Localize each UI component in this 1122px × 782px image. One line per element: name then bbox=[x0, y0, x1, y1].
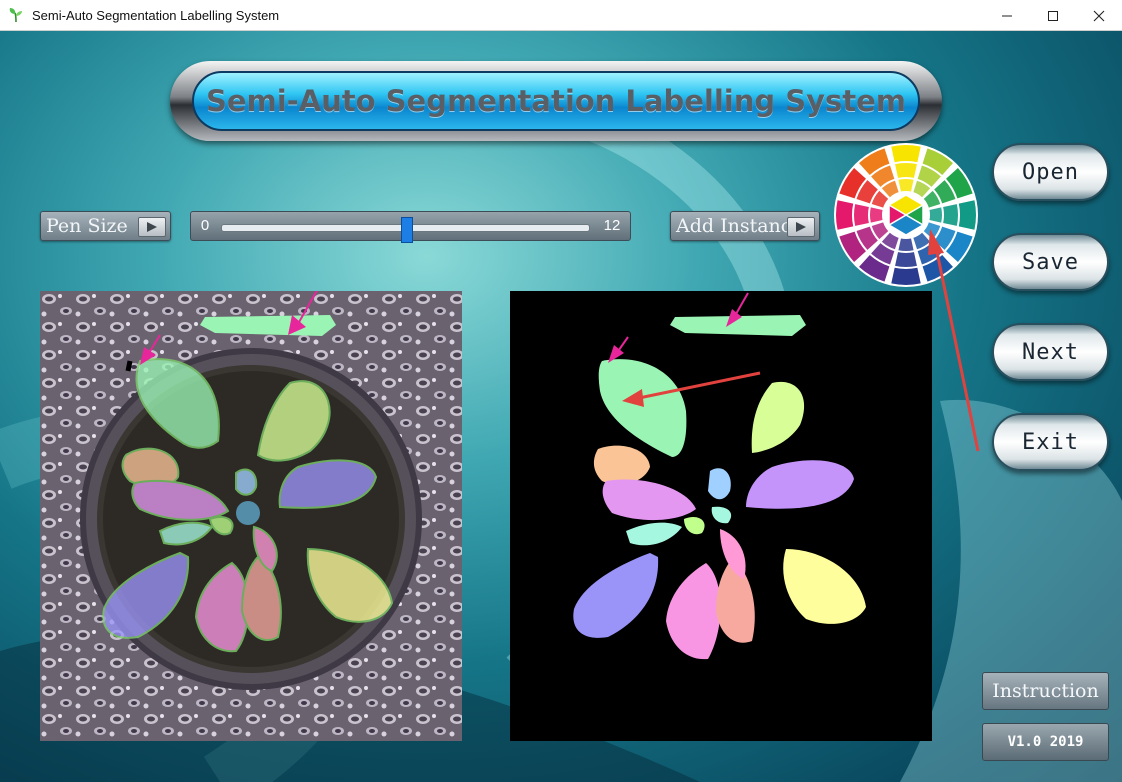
pen-size-label: Pen Size bbox=[46, 215, 128, 237]
exit-label: Exit bbox=[1022, 429, 1079, 455]
slider-track[interactable] bbox=[221, 217, 590, 243]
maximize-button[interactable] bbox=[1030, 0, 1076, 31]
plant-sprout-icon bbox=[9, 8, 22, 23]
window-titlebar: Semi-Auto Segmentation Labelling System bbox=[0, 0, 1122, 31]
play-triangle-icon bbox=[147, 222, 157, 232]
color-wheel-segment[interactable] bbox=[895, 252, 917, 267]
color-wheel-segment[interactable] bbox=[891, 267, 921, 285]
instruction-label: Instruction bbox=[992, 680, 1099, 702]
close-icon bbox=[1093, 10, 1105, 21]
color-wheel-segment[interactable] bbox=[871, 222, 889, 240]
close-button[interactable] bbox=[1076, 0, 1122, 31]
title-banner-inner: Semi-Auto Segmentation Labelling System bbox=[192, 71, 920, 131]
version-label: V1.0 2019 bbox=[1007, 734, 1084, 750]
save-button[interactable]: Save bbox=[992, 233, 1109, 291]
color-wheel-segment[interactable] bbox=[943, 204, 958, 226]
title-banner: Semi-Auto Segmentation Labelling System bbox=[170, 61, 942, 141]
add-instance-label: Add Instance bbox=[676, 215, 803, 237]
segmentation-mask[interactable] bbox=[510, 291, 932, 741]
color-wheel-segment[interactable] bbox=[913, 232, 931, 250]
instruction-button[interactable]: Instruction bbox=[982, 672, 1109, 710]
color-wheel-segment[interactable] bbox=[871, 243, 895, 265]
color-wheel-segment[interactable] bbox=[856, 226, 878, 250]
minimize-icon bbox=[1002, 15, 1012, 16]
color-wheel-segment[interactable] bbox=[859, 255, 890, 282]
color-wheel-segment[interactable] bbox=[836, 200, 854, 230]
color-wheel-segment[interactable] bbox=[854, 204, 869, 226]
color-wheel-segment[interactable] bbox=[898, 179, 914, 192]
save-label: Save bbox=[1022, 249, 1079, 275]
window-title: Semi-Auto Segmentation Labelling System bbox=[32, 7, 280, 23]
color-wheel-segment[interactable] bbox=[859, 148, 890, 175]
annotation-arrow-right-panel bbox=[608, 292, 761, 407]
color-wheel-segment[interactable] bbox=[929, 207, 942, 223]
main-window-body: Semi-Auto Segmentation Labelling System … bbox=[0, 31, 1122, 782]
next-label: Next bbox=[1022, 339, 1079, 365]
pen-size-button[interactable]: Pen Size bbox=[40, 211, 171, 241]
mask-output-panel[interactable] bbox=[510, 291, 932, 741]
color-wheel-segment[interactable] bbox=[917, 165, 941, 187]
open-button[interactable]: Open bbox=[992, 143, 1109, 201]
play-triangle-icon bbox=[796, 222, 806, 232]
color-wheel-segment[interactable] bbox=[839, 231, 866, 262]
color-wheel-segment[interactable] bbox=[881, 232, 899, 250]
color-wheel-segment[interactable] bbox=[895, 163, 917, 178]
color-wheel-segment[interactable] bbox=[923, 190, 941, 208]
add-instance-button[interactable]: Add Instance bbox=[670, 211, 820, 241]
pen-size-play-box bbox=[138, 217, 166, 237]
version-badge: V1.0 2019 bbox=[982, 723, 1109, 761]
color-wheel-segment[interactable] bbox=[898, 238, 914, 251]
color-wheel-segment[interactable] bbox=[891, 145, 921, 163]
color-wheel-segment[interactable] bbox=[934, 180, 956, 204]
open-label: Open bbox=[1022, 159, 1079, 185]
color-wheel-segment[interactable] bbox=[913, 180, 931, 198]
next-button[interactable]: Next bbox=[992, 323, 1109, 381]
exit-button[interactable]: Exit bbox=[992, 413, 1109, 471]
add-instance-play-box bbox=[787, 217, 815, 237]
maximize-icon bbox=[1048, 10, 1058, 21]
color-wheel-segment[interactable] bbox=[870, 207, 883, 223]
window-controls bbox=[984, 0, 1122, 31]
color-wheel-segment[interactable] bbox=[881, 180, 899, 198]
minimize-button[interactable] bbox=[984, 0, 1030, 31]
slider-thumb[interactable] bbox=[400, 217, 413, 243]
color-wheel-segment[interactable] bbox=[839, 168, 866, 199]
slider-min-label: 0 bbox=[200, 217, 210, 234]
color-wheel-icon[interactable] bbox=[834, 143, 978, 287]
slider-max-label: 12 bbox=[603, 217, 621, 234]
color-wheel-cube-top bbox=[887, 194, 925, 216]
color-wheel-segment[interactable] bbox=[922, 148, 953, 175]
color-wheel-segment[interactable] bbox=[946, 168, 973, 199]
color-wheel-segment[interactable] bbox=[871, 165, 895, 187]
color-wheel-segment[interactable] bbox=[958, 200, 976, 230]
annotation-arrow-left-panel bbox=[140, 291, 318, 365]
banner-title: Semi-Auto Segmentation Labelling System bbox=[205, 84, 907, 118]
pen-size-slider[interactable]: 0 12 bbox=[190, 211, 631, 243]
source-image-panel[interactable] bbox=[40, 291, 462, 741]
color-wheel-segment[interactable] bbox=[856, 180, 878, 204]
color-wheel-segment[interactable] bbox=[871, 190, 889, 208]
plant-photo-overlay[interactable] bbox=[40, 291, 462, 741]
